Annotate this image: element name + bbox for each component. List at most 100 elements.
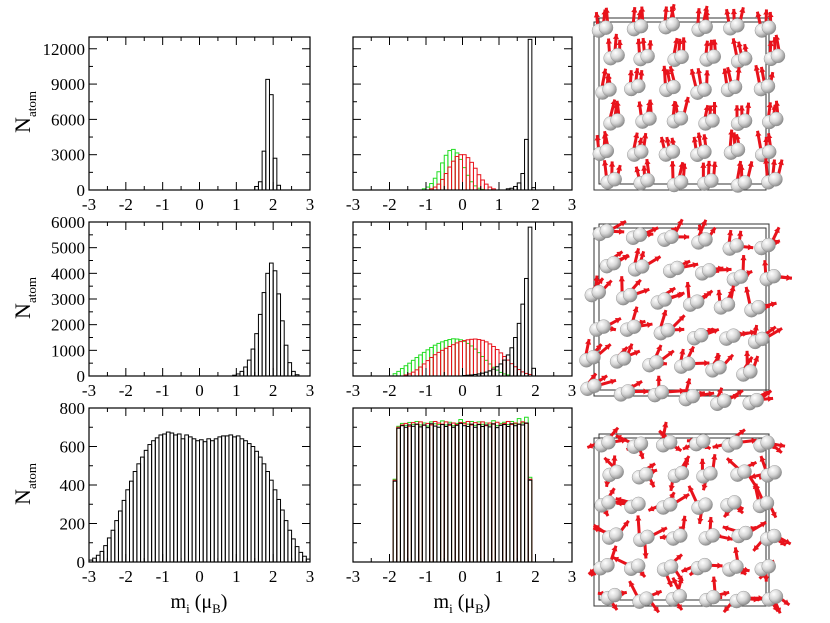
spin-arrowhead (660, 527, 667, 533)
bar-red-31 (505, 420, 511, 563)
bar-green-32 (509, 420, 515, 563)
x-tick-label: 0 (195, 381, 204, 400)
spin-arrowhead (740, 255, 747, 261)
spin-arrowhead (726, 266, 732, 273)
spin-arrowhead (605, 74, 612, 80)
atom-sphere (705, 113, 720, 128)
atom-sphere (761, 559, 776, 574)
spin-arrowhead (717, 387, 723, 394)
bar-black-48 (265, 471, 270, 563)
spin-arrowhead (643, 288, 650, 294)
spin-arrowhead (682, 444, 689, 450)
spin-arrowhead (776, 328, 783, 334)
atom-sphere (587, 378, 602, 394)
bar-green-8 (421, 422, 427, 563)
bar-green-37 (527, 476, 533, 563)
spin-arrowhead (678, 315, 685, 322)
bar-black-17 (151, 440, 156, 563)
spin-arrowhead (737, 230, 744, 237)
bar-black-8 (491, 368, 496, 377)
spin-arrowhead (751, 437, 757, 444)
spin-arrowhead (717, 562, 723, 569)
x-tick-label: -1 (419, 195, 433, 214)
bar-green-36 (524, 416, 529, 563)
bar-red-9 (436, 351, 442, 377)
spin-arrowhead (767, 11, 774, 18)
atom-sphere (696, 433, 711, 449)
spin-arrowhead (593, 526, 600, 533)
x-tick-label: 3 (568, 567, 577, 586)
bar-black-46 (257, 456, 263, 563)
spin-arrowhead (740, 569, 747, 575)
spin-arrowhead (612, 33, 620, 40)
bar-black-15 (143, 449, 149, 563)
bar-green-6 (414, 357, 420, 377)
spin-arrowhead (784, 538, 791, 545)
spin-arrowhead (610, 378, 616, 385)
bar-black-4 (268, 94, 274, 191)
x-axis-label-col1: mi (μB) (171, 591, 228, 616)
spin-arrowhead (639, 6, 646, 12)
atom-sphere (760, 78, 776, 94)
bar-black-41 (239, 438, 245, 563)
spin-arrowhead (774, 34, 781, 41)
bar-black-36 (221, 435, 226, 563)
atom-sphere (737, 175, 753, 190)
bar-black-25 (483, 424, 489, 563)
atom-sphere (736, 590, 751, 606)
spin-arrowhead (608, 161, 616, 167)
spin-arrowhead (648, 505, 655, 512)
bar-black-30 (199, 439, 204, 563)
histogram-row2-col1: -3 -2 -1 0 1 2 3 0 1000 2000 3000 4000 5000 6000 (51, 213, 314, 400)
spin-arrowhead (738, 105, 745, 111)
bar-red-6 (425, 360, 431, 377)
spin-arrowhead (673, 102, 680, 108)
atom-sphere (633, 18, 649, 34)
spin-arrowhead (633, 350, 640, 356)
bar-red-16 (462, 340, 467, 377)
spin-arrowhead (627, 343, 633, 350)
atom-sphere (762, 144, 777, 160)
spin-arrowhead (614, 100, 621, 107)
bar-red-14 (454, 342, 460, 377)
spin-arrowhead (602, 510, 609, 517)
bar-black-35 (520, 424, 526, 563)
atom-sphere (760, 435, 775, 450)
bar-red-25 (494, 349, 500, 377)
x-tick-label: -2 (119, 381, 133, 400)
spin-arrowhead (668, 485, 675, 491)
bar-red-32 (520, 371, 526, 377)
bar-red-15 (483, 183, 489, 191)
bar-green-5 (410, 359, 416, 377)
spin-arrowhead (731, 38, 738, 44)
bar-red-18 (469, 338, 474, 377)
bar-green-10 (429, 347, 434, 377)
bar-black-15 (447, 423, 453, 563)
bar-red-28 (494, 421, 500, 563)
histogram-row3-col1: -3 -2 -1 0 1 2 3 0 200 400 600 800 (60, 399, 315, 586)
spin-arrowhead (767, 40, 774, 47)
bar-black-16 (451, 426, 456, 563)
bar-black-29 (498, 424, 504, 563)
spin-arrowhead (646, 321, 653, 328)
spin-arrowhead (763, 576, 770, 582)
atom-sphere (639, 591, 654, 606)
spin-arrowhead (767, 395, 774, 402)
bar-red-4 (443, 173, 449, 191)
bar-black-13 (136, 463, 142, 563)
spin-arrowhead (750, 329, 756, 336)
bar-green-18 (458, 339, 464, 377)
bar-black-28 (494, 427, 500, 563)
bar-red-24 (480, 421, 485, 563)
x-tick-label: -3 (346, 381, 360, 400)
bar-black-45 (254, 450, 259, 563)
bar-red-8 (458, 154, 464, 191)
spin-arrowhead (707, 105, 714, 111)
atom-sphere (626, 319, 642, 334)
bar-black-22 (472, 426, 478, 563)
spin-arrowhead (783, 599, 790, 605)
bar-black-16 (147, 444, 153, 563)
spin-arrowhead (601, 375, 608, 382)
spin-arrowhead (768, 72, 775, 78)
spin-arrowhead (729, 285, 736, 292)
